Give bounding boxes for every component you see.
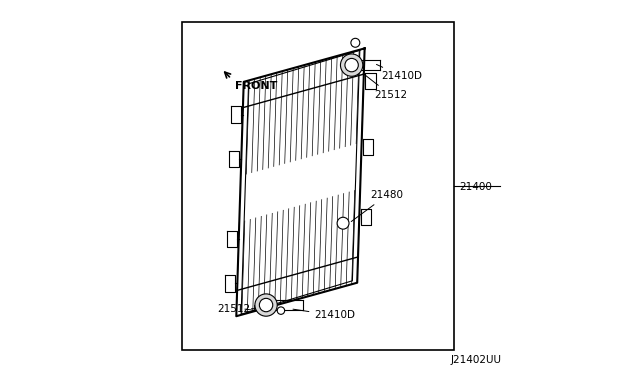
Text: 21410D: 21410D xyxy=(376,64,422,81)
Text: J21402UU: J21402UU xyxy=(451,355,502,365)
Text: 21410D: 21410D xyxy=(293,309,355,320)
Circle shape xyxy=(259,298,273,312)
Circle shape xyxy=(345,58,358,72)
Text: FRONT: FRONT xyxy=(235,81,278,91)
Circle shape xyxy=(340,54,363,76)
Circle shape xyxy=(255,294,277,316)
Text: 21512+A: 21512+A xyxy=(218,304,267,314)
Circle shape xyxy=(277,307,285,314)
Circle shape xyxy=(351,38,360,47)
Text: 21400: 21400 xyxy=(460,182,492,192)
Circle shape xyxy=(337,217,349,229)
Text: 21512: 21512 xyxy=(363,74,407,100)
Text: 21480: 21480 xyxy=(351,190,403,222)
Bar xyxy=(182,22,454,350)
